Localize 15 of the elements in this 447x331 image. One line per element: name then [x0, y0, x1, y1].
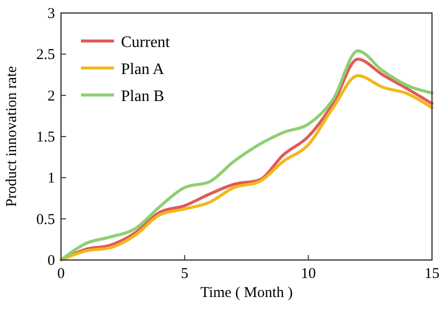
y-axis-title: Product innovation rate — [4, 66, 20, 207]
y-tick-label: 0 — [48, 253, 55, 269]
legend-label: Current — [121, 34, 170, 51]
y-tick-label: 2 — [48, 88, 55, 104]
y-tick-label: 3 — [48, 6, 55, 22]
x-tick-label: 10 — [300, 266, 316, 282]
x-axis-title: Time ( Month ) — [200, 285, 293, 301]
x-tick-label: 15 — [424, 266, 440, 282]
y-tick-label: 2.5 — [36, 47, 55, 64]
legend-label: Plan B — [121, 88, 164, 105]
legend-label: Plan A — [121, 61, 165, 78]
y-tick-label: 1 — [48, 170, 55, 187]
y-tick-label: 1.5 — [36, 130, 55, 146]
y-tick-label: 0.5 — [36, 212, 55, 228]
x-tick-label: 5 — [180, 266, 188, 282]
